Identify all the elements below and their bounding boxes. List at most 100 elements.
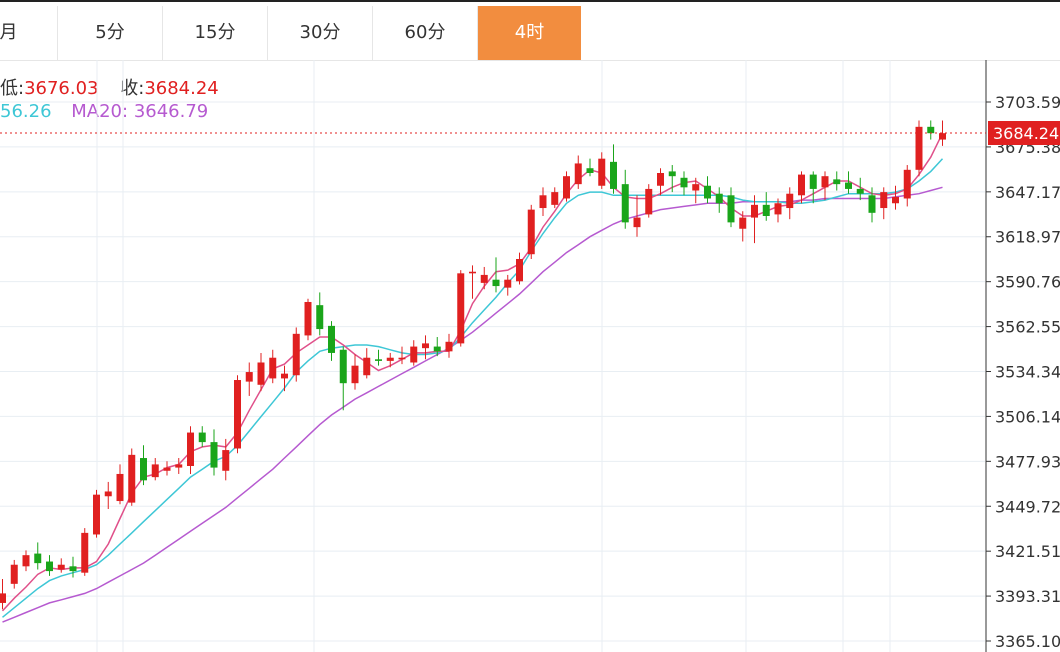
tab-4hour[interactable]: 4时 — [478, 6, 581, 60]
tab-15min[interactable]: 15分 — [163, 6, 268, 60]
candle — [104, 481, 112, 509]
y-tick-label: 3590.76 — [995, 273, 1060, 292]
candle-body — [469, 271, 476, 274]
ma20-label: MA20: — [71, 101, 129, 122]
candle — [586, 158, 594, 177]
tab-30min[interactable]: 30分 — [268, 6, 373, 60]
candle — [304, 298, 312, 341]
candle-body — [798, 174, 805, 196]
candle-body — [34, 553, 42, 564]
candle — [57, 558, 65, 573]
low-value: 3676.03 — [24, 78, 99, 99]
y-tick-label: 3562.55 — [995, 318, 1060, 337]
ma-info: 56.26 MA20: 3646.79 — [0, 101, 208, 122]
candle — [69, 556, 77, 578]
candle — [739, 211, 747, 242]
candle — [445, 333, 453, 358]
candle — [339, 346, 347, 411]
candle — [680, 171, 688, 196]
candle-body — [234, 380, 241, 449]
candle-body — [175, 464, 183, 468]
tab-60min[interactable]: 60分 — [373, 6, 478, 60]
candle-body — [457, 273, 465, 344]
candle — [798, 171, 805, 204]
candle-body — [480, 274, 488, 283]
candle — [363, 348, 371, 379]
candle — [939, 120, 946, 146]
candle — [422, 335, 429, 360]
candle-body — [163, 467, 171, 471]
candle-body — [645, 188, 653, 215]
candle — [715, 187, 723, 213]
candle — [116, 464, 124, 505]
candle-body — [445, 341, 453, 352]
candle-body — [269, 357, 277, 379]
candle-body — [833, 179, 841, 185]
candle — [480, 266, 488, 290]
candle-body — [551, 192, 559, 205]
candle — [269, 349, 277, 384]
candle-body — [598, 158, 606, 186]
candle — [492, 257, 500, 293]
candle-body — [809, 174, 817, 189]
moving-average-lines — [1, 132, 944, 623]
candle — [868, 187, 876, 223]
candle — [645, 184, 653, 218]
candle — [398, 346, 406, 365]
candle — [927, 120, 935, 140]
candle — [292, 327, 300, 382]
candle-body — [786, 193, 794, 209]
candle-body — [328, 325, 335, 353]
candle — [22, 550, 30, 572]
candle-body — [292, 333, 300, 376]
candle-body — [727, 195, 735, 223]
close-value: 3684.24 — [144, 78, 219, 99]
candle — [222, 438, 230, 481]
candle — [880, 187, 888, 220]
y-tick-label: 3477.93 — [995, 452, 1060, 471]
candle-body — [386, 357, 394, 361]
candle-body — [210, 442, 218, 468]
candle — [657, 168, 664, 196]
candle — [46, 555, 53, 576]
candle — [727, 187, 735, 228]
candle-body — [351, 365, 359, 384]
candle-body — [104, 491, 112, 497]
candle — [539, 187, 547, 216]
candle — [163, 461, 171, 476]
candle-body — [657, 173, 664, 186]
candle-body — [868, 195, 876, 213]
candle — [845, 171, 852, 194]
y-tick-label: 3647.17 — [995, 183, 1060, 202]
ma10-line — [2, 158, 944, 618]
tab-5min[interactable]: 5分 — [58, 6, 163, 60]
y-tick-label: 3393.31 — [995, 587, 1060, 606]
candle — [140, 445, 147, 486]
candle-body — [845, 182, 852, 189]
candle-body — [422, 343, 429, 349]
candle-body — [492, 279, 500, 287]
candle-body — [363, 357, 371, 376]
candle — [175, 458, 183, 474]
candle — [0, 579, 6, 610]
candle-body — [680, 177, 688, 188]
candle — [915, 120, 923, 177]
candle-body — [621, 184, 629, 223]
candle — [821, 171, 829, 201]
ma10-value: 56.26 — [0, 101, 52, 122]
candle-body — [410, 346, 418, 363]
candle — [809, 171, 817, 204]
candle — [410, 340, 418, 366]
candle — [704, 176, 711, 204]
y-tick-label: 3365.10 — [995, 632, 1060, 651]
candle — [93, 489, 100, 538]
y-tick-label: 3618.97 — [995, 228, 1060, 247]
candle-body — [586, 168, 594, 174]
y-tick-label: 3703.59 — [995, 93, 1060, 112]
candle-body — [774, 203, 782, 215]
candle — [34, 542, 42, 570]
tab-month[interactable]: 月 — [0, 6, 58, 60]
candle-body — [398, 357, 406, 360]
candle-body — [633, 217, 641, 228]
candle — [551, 187, 559, 209]
